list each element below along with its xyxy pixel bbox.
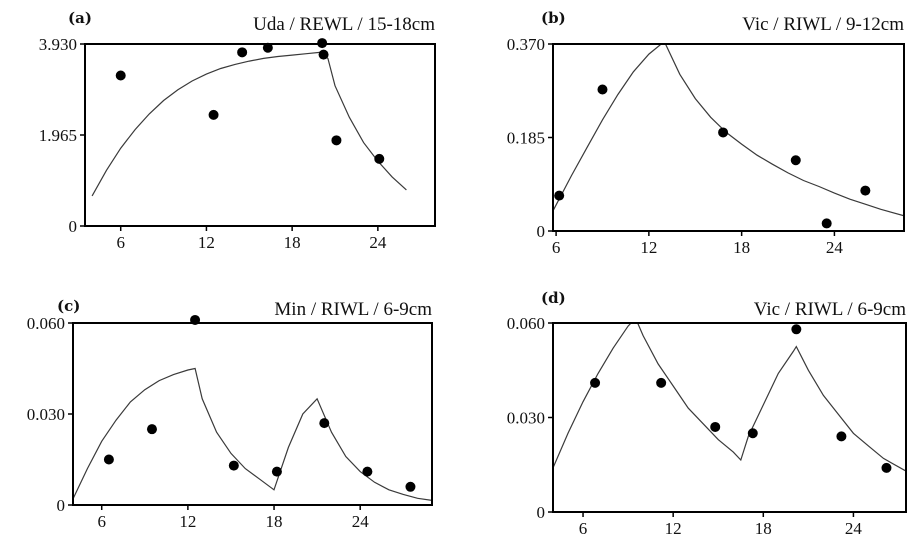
data-point xyxy=(331,135,342,146)
y-tick-label: 0.060 xyxy=(507,314,545,333)
panel-label: (d) xyxy=(541,289,566,307)
chart-panel-b: (b) Vic / RIWL / 9-12cm 6 12 18 24 0 0.185 0.370 xyxy=(507,9,905,257)
chart-title: Min / RIWL / 6-9cm xyxy=(274,299,432,320)
chart-title: Vic / RIWL / 9-12cm xyxy=(742,14,904,35)
data-point xyxy=(790,155,801,166)
y-tick-label: 0 xyxy=(69,217,78,236)
plot-frame xyxy=(84,43,436,227)
y-tick-label: 0.185 xyxy=(507,129,545,148)
x-tick-label: 24 xyxy=(826,238,844,257)
chart-panel-a: (a) Uda / REWL / 15-18cm 6 12 18 24 0 1.965 3.93… xyxy=(39,9,436,252)
fit-line xyxy=(553,323,906,472)
y-tick-label: 0.030 xyxy=(27,405,65,424)
x-tick-label: 12 xyxy=(179,512,196,531)
x-tick-label: 24 xyxy=(352,512,370,531)
x-tick-label: 12 xyxy=(665,519,682,538)
chart-panel-d: (d) Vic / RIWL / 6-9cm 6 12 18 24 0 0.030 0.060 xyxy=(507,289,907,538)
data-point xyxy=(836,431,847,442)
x-tick-label: 6 xyxy=(116,233,125,252)
data-point xyxy=(208,109,219,120)
data-point xyxy=(860,185,871,196)
plot-frame xyxy=(72,322,433,506)
x-tick-label: 18 xyxy=(284,233,301,252)
panel-label: (c) xyxy=(57,297,80,315)
x-tick-label: 6 xyxy=(552,238,561,257)
panel-label: (a) xyxy=(68,9,92,27)
x-tick-label: 18 xyxy=(266,512,283,531)
data-point xyxy=(115,70,126,81)
plot-frame xyxy=(552,43,905,232)
data-point xyxy=(237,47,248,58)
y-tick-label: 0 xyxy=(57,496,66,515)
x-tick-label: 18 xyxy=(755,519,772,538)
y-tick-label: 0.060 xyxy=(27,314,65,333)
data-point xyxy=(554,190,565,201)
data-point xyxy=(710,421,721,432)
chart-title: Uda / REWL / 15-18cm xyxy=(253,14,435,35)
data-point xyxy=(271,466,282,477)
fit-line xyxy=(553,44,904,217)
y-tick-label: 0 xyxy=(537,222,546,241)
data-point xyxy=(362,466,373,477)
data-point xyxy=(656,377,667,388)
data-point xyxy=(319,418,330,429)
x-tick-label: 12 xyxy=(640,238,657,257)
data-point xyxy=(318,49,329,60)
x-tick-label: 24 xyxy=(845,519,863,538)
x-tick-label: 6 xyxy=(579,519,588,538)
x-tick-label: 12 xyxy=(198,233,215,252)
y-tick-label: 0.030 xyxy=(507,409,545,428)
x-tick-label: 18 xyxy=(733,238,750,257)
data-point xyxy=(791,324,802,335)
fit-line xyxy=(91,51,407,197)
chart-panel-c: (c) Min / RIWL / 6-9cm 6 12 18 24 0 0.030 0.060 xyxy=(27,297,433,531)
data-point xyxy=(103,454,114,465)
data-point xyxy=(821,218,832,229)
data-point xyxy=(590,377,601,388)
data-point xyxy=(747,428,758,439)
y-tick-label: 0 xyxy=(537,503,546,522)
data-point xyxy=(262,42,273,53)
data-point xyxy=(146,424,157,435)
data-point xyxy=(374,153,385,164)
plot-frame xyxy=(552,322,907,513)
data-point xyxy=(228,460,239,471)
x-tick-label: 24 xyxy=(369,233,387,252)
chart-title: Vic / RIWL / 6-9cm xyxy=(754,299,906,320)
y-tick-label: 0.370 xyxy=(507,35,545,54)
data-point xyxy=(597,84,608,95)
data-point xyxy=(881,462,892,473)
data-point xyxy=(405,481,416,492)
y-tick-label: 3.930 xyxy=(39,35,77,54)
y-tick-label: 1.965 xyxy=(39,126,77,145)
panel-label: (b) xyxy=(541,9,566,27)
fit-line xyxy=(73,367,432,501)
data-point xyxy=(718,127,729,138)
x-tick-label: 6 xyxy=(97,512,106,531)
